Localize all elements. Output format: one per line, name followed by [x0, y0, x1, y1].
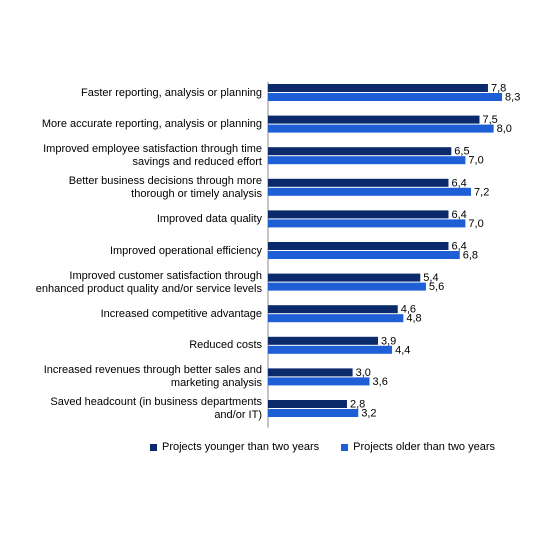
category-label-text: Improved customer satisfaction through en…	[4, 270, 262, 296]
bar-series-1-cat-9	[268, 336, 378, 345]
bar-series-2-cat-3	[268, 156, 466, 165]
data-label-series-2-cat-5: 7,0	[468, 218, 483, 230]
data-label-series-2-cat-1: 8,3	[505, 92, 520, 104]
legend-swatch-series-2	[341, 443, 349, 451]
category-label-line: Reduced costs	[189, 339, 262, 352]
category-label-line: savings and reduced effort	[132, 156, 262, 169]
category-label-line: More accurate reporting, analysis or pla…	[41, 118, 262, 131]
category-label-text: Increased competitive advantage	[4, 308, 262, 321]
category-label-4: Better business decisions through more th…	[0, 173, 262, 203]
category-label-line: Saved headcount (in business departments	[50, 396, 262, 408]
bar-series-1-cat-1	[268, 84, 488, 92]
bar-series-2-cat-8	[268, 314, 404, 323]
category-label-1: Faster reporting, analysis or planning	[0, 78, 262, 108]
category-label-7: Improved customer satisfaction through en…	[0, 268, 262, 298]
bar-series-2-cat-7	[268, 282, 426, 291]
category-label-line: Improved customer satisfaction through	[69, 269, 262, 282]
category-label-3: Improved employee satisfaction through t…	[0, 141, 262, 171]
category-label-line: Increased competitive advantage	[100, 307, 262, 320]
category-label-line: Improved data quality	[156, 212, 262, 225]
data-label-series-1-cat-1: 7,8	[491, 83, 506, 95]
data-label-series-2-cat-7: 5,6	[429, 281, 444, 293]
bar-series-1-cat-7	[268, 273, 421, 282]
bar-series-1-cat-5	[268, 210, 449, 219]
legend-label-series-1: Projects younger than two years	[162, 441, 320, 453]
category-label-text: More accurate reporting, analysis or pla…	[4, 118, 262, 131]
category-label-text: Better business decisions through more th…	[4, 175, 262, 201]
category-label-text: Saved headcount (in business departments…	[4, 396, 262, 422]
data-label-series-1-cat-7: 5,4	[423, 272, 438, 284]
bar-series-2-cat-2	[268, 124, 494, 133]
data-label-series-1-cat-9: 3,9	[381, 335, 396, 347]
category-label-line: Improved operational efficiency	[109, 244, 262, 257]
legend-label-series-2: Projects older than two years	[353, 441, 495, 453]
category-label-line: Improved employee satisfaction through t…	[43, 143, 262, 156]
data-label-series-2-cat-4: 7,2	[474, 186, 489, 198]
category-label-line: Better business decisions through more	[68, 174, 262, 187]
category-label-text: Improved employee satisfaction through t…	[4, 143, 262, 169]
bar-series-1-cat-11	[268, 400, 347, 408]
category-label-text: Improved data quality	[4, 213, 262, 226]
category-label-line: enhanced product quality and/or service …	[35, 282, 262, 295]
bar-series-2-cat-6	[268, 251, 460, 259]
legend: Projects younger than two years Projects…	[150, 441, 495, 453]
category-label-8: Increased competitive advantage	[0, 299, 262, 329]
bar-series-2-cat-1	[268, 93, 503, 101]
category-label-6: Improved operational efficiency	[0, 236, 262, 266]
data-label-series-1-cat-5: 6,4	[451, 209, 466, 221]
bar-series-1-cat-8	[268, 305, 398, 314]
category-label-text: Improved operational efficiency	[4, 245, 262, 258]
legend-item-series-2: Projects older than two years	[341, 441, 495, 453]
category-label-text: Faster reporting, analysis or planning	[4, 87, 262, 100]
data-label-series-2-cat-11: 3,2	[361, 408, 376, 420]
category-label-line: Faster reporting, analysis or planning	[81, 86, 262, 99]
data-label-series-1-cat-8: 4,6	[401, 304, 416, 316]
data-label-series-1-cat-3: 6,5	[454, 146, 469, 158]
category-label-10: Increased revenues through better sales …	[0, 362, 262, 392]
category-label-11: Saved headcount (in business departments…	[0, 394, 262, 424]
data-label-series-2-cat-3: 7,0	[468, 155, 483, 167]
category-label-text: Reduced costs	[4, 339, 262, 352]
data-label-series-2-cat-8: 4,8	[406, 313, 421, 325]
category-label-line: marketing analysis	[170, 377, 262, 390]
legend-item-series-1: Projects younger than two years	[150, 441, 319, 453]
bar-series-1-cat-4	[268, 178, 449, 187]
data-label-series-1-cat-10: 3,0	[356, 367, 371, 379]
data-label-series-2-cat-2: 8,0	[497, 123, 512, 135]
data-label-series-1-cat-4: 6,4	[451, 177, 466, 189]
category-label-9: Reduced costs	[0, 331, 262, 361]
bar-series-2-cat-11	[268, 409, 359, 417]
category-label-2: More accurate reporting, analysis or pla…	[0, 110, 262, 140]
bar-series-2-cat-4	[268, 187, 472, 196]
data-label-series-2-cat-6: 6,8	[463, 250, 478, 262]
bar-series-1-cat-10	[268, 368, 353, 377]
bar-series-2-cat-9	[268, 345, 393, 354]
category-label-line: Increased revenues through better sales …	[43, 364, 262, 377]
bar-series-1-cat-2	[268, 115, 480, 124]
category-label-line: thorough or timely analysis	[131, 187, 262, 200]
data-label-series-2-cat-10: 3,6	[373, 376, 388, 388]
category-label-line: and/or IT)	[214, 409, 262, 421]
bar-series-2-cat-10	[268, 377, 370, 386]
bar-series-1-cat-3	[268, 147, 452, 156]
category-label-text: Increased revenues through better sales …	[4, 364, 262, 390]
bar-series-1-cat-6	[268, 242, 449, 250]
legend-swatch-series-1	[150, 443, 157, 451]
data-label-series-2-cat-9: 4,4	[395, 344, 410, 356]
bar-series-2-cat-5	[268, 219, 466, 228]
data-label-series-1-cat-11: 2,8	[350, 399, 365, 411]
data-label-series-1-cat-2: 7,5	[483, 114, 498, 126]
data-label-series-1-cat-6: 6,4	[451, 241, 466, 253]
category-label-5: Improved data quality	[0, 204, 262, 234]
